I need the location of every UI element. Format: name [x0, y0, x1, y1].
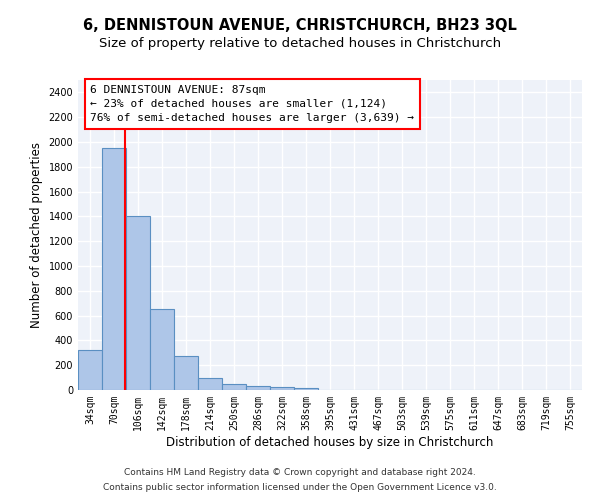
Bar [174, 356, 198, 390]
Bar [246, 386, 270, 390]
Bar [198, 378, 222, 390]
Bar [126, 216, 150, 390]
Bar [222, 384, 246, 390]
Text: Contains public sector information licensed under the Open Government Licence v3: Contains public sector information licen… [103, 483, 497, 492]
Text: Size of property relative to detached houses in Christchurch: Size of property relative to detached ho… [99, 38, 501, 51]
Bar [102, 148, 126, 390]
X-axis label: Distribution of detached houses by size in Christchurch: Distribution of detached houses by size … [166, 436, 494, 448]
Bar [294, 388, 318, 390]
Bar [150, 310, 174, 390]
Y-axis label: Number of detached properties: Number of detached properties [30, 142, 43, 328]
Bar [270, 387, 294, 390]
Text: 6 DENNISTOUN AVENUE: 87sqm
← 23% of detached houses are smaller (1,124)
76% of s: 6 DENNISTOUN AVENUE: 87sqm ← 23% of deta… [91, 85, 415, 123]
Text: Contains HM Land Registry data © Crown copyright and database right 2024.: Contains HM Land Registry data © Crown c… [124, 468, 476, 477]
Text: 6, DENNISTOUN AVENUE, CHRISTCHURCH, BH23 3QL: 6, DENNISTOUN AVENUE, CHRISTCHURCH, BH23… [83, 18, 517, 32]
Bar [78, 350, 102, 390]
